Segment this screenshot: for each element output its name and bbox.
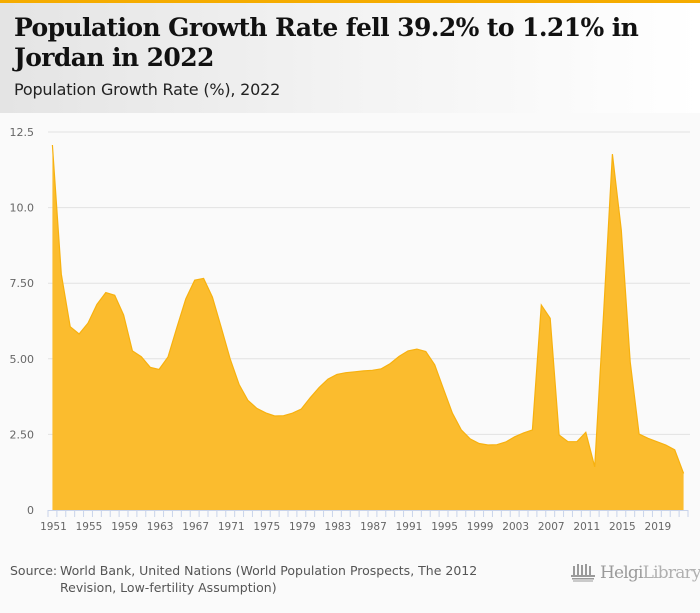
x-tick-label: 1971	[218, 521, 245, 533]
x-tick-label: 1951	[40, 521, 67, 533]
x-tick-label: 2015	[609, 521, 636, 533]
x-axis: 1951 1955 1959 1963 1967 1971 1975 1979 1983 1987…	[40, 510, 689, 533]
x-tick-label: 1963	[147, 521, 174, 533]
logo-text: HelgiLibrary.	[600, 563, 700, 583]
x-tick-label: 1955	[76, 521, 103, 533]
x-tick-label: 1987	[360, 521, 387, 533]
y-tick-label: 5.00	[10, 353, 35, 366]
logo-text-light: Library.	[642, 563, 700, 583]
x-tick-label: 2007	[538, 521, 565, 533]
header: Population Growth Rate fell 39.2% to 1.2…	[0, 3, 700, 113]
x-tick-label: 1995	[431, 521, 458, 533]
page-title: Population Growth Rate fell 39.2% to 1.2…	[14, 13, 639, 72]
source-label: Source:	[10, 563, 58, 578]
chart-subtitle: Population Growth Rate (%), 2022	[14, 80, 281, 99]
logo-text-bold: Helgi	[600, 563, 643, 583]
helgi-library-logo[interactable]: HelgiLibrary.	[570, 563, 700, 583]
x-tick-label: 1967	[182, 521, 209, 533]
accent-bar	[0, 0, 700, 3]
x-tick-label: 1991	[396, 521, 423, 533]
y-tick-label: 2.50	[10, 428, 35, 441]
y-tick-label: 7.50	[10, 277, 35, 290]
chart-area: 0 2.50 5.00 7.50 10.0 12.5 1951 1955 1959 1963 19…	[0, 113, 700, 533]
x-tick-label: 2019	[645, 521, 672, 533]
x-tick-label: 1975	[253, 521, 280, 533]
area-line	[51, 144, 685, 474]
x-tick-label: 1983	[325, 521, 352, 533]
x-tick-label: 1979	[289, 521, 316, 533]
x-tick-label: 2003	[502, 521, 529, 533]
series-area	[51, 144, 685, 510]
x-tick-label: 1959	[111, 521, 138, 533]
y-tick-label: 12.5	[10, 126, 35, 139]
library-building-icon	[571, 564, 595, 582]
x-tick-label: 1999	[467, 521, 494, 533]
x-tick-label: 2011	[573, 521, 600, 533]
source-text: World Bank, United Nations (World Popula…	[60, 563, 478, 595]
y-tick-label: 10.0	[10, 202, 35, 215]
y-axis-labels: 0 2.50 5.00 7.50 10.0 12.5	[10, 126, 35, 517]
area-fill	[52, 145, 684, 510]
y-tick-label: 0	[27, 504, 34, 517]
